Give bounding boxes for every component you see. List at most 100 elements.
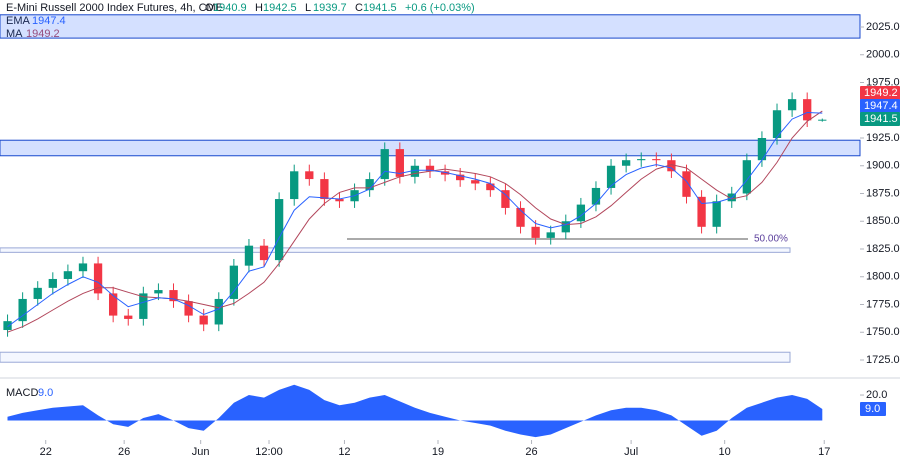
candle-body (244, 245, 254, 266)
candle-body (471, 180, 480, 184)
candle-body (109, 293, 118, 316)
candle-body (78, 263, 88, 272)
ohlc-value: 1941.5 (363, 2, 397, 14)
candle-body (305, 171, 314, 180)
ohlc-value: 1940.9 (213, 2, 247, 14)
ohlc-letter: C (355, 2, 363, 14)
x-tick-label: 12 (338, 446, 350, 457)
y-tick-label: 2000.0 (866, 49, 900, 61)
candle-body (576, 204, 586, 222)
ema-price-label-bg (860, 99, 900, 113)
candle-body (93, 263, 103, 294)
candle-body (33, 287, 42, 299)
zone-band (0, 14, 861, 39)
ema-legend: EMA (6, 15, 31, 27)
candle-body (667, 160, 676, 172)
candle-body (772, 110, 782, 138)
candle-body (546, 232, 555, 238)
change: +0.6 (+0.03%) (405, 2, 475, 14)
zone-box (0, 351, 791, 363)
candle-body (682, 171, 691, 197)
x-tick-label: Jul (624, 446, 638, 457)
candle-body (531, 226, 540, 238)
ohlc-letter: O (205, 2, 214, 14)
candle-body (697, 196, 706, 227)
candle-body (486, 183, 495, 191)
candle-body (395, 149, 404, 177)
candle-body (63, 271, 73, 279)
macd-y-tick-label: 20.0 (866, 389, 887, 401)
y-tick-label: 1775.0 (866, 298, 900, 310)
y-tick-label: 2025.0 (866, 21, 900, 33)
candle-body (274, 199, 284, 261)
ma-legend-value: 1949.2 (26, 28, 60, 40)
candle-body (425, 165, 435, 172)
candle-body (757, 138, 767, 161)
ema-price-label: 1947.4 (864, 100, 898, 112)
x-tick-label: 19 (432, 446, 444, 457)
macd-price-label: 9.0 (865, 403, 880, 415)
candle-body (621, 160, 631, 166)
candle-body (712, 201, 721, 227)
candle-body (48, 278, 57, 288)
y-tick-label: 1925.0 (866, 132, 900, 144)
fib-label: 50.00% (754, 234, 788, 245)
ema-legend-value: 1947.4 (32, 15, 66, 27)
ma-price-label: 1949.2 (864, 87, 898, 99)
candle-body (742, 160, 751, 194)
x-tick-label: 12:00 (255, 446, 283, 457)
x-tick-label: 22 (40, 446, 52, 457)
ohlc-value: 1942.5 (263, 2, 297, 14)
x-tick-label: 26 (525, 446, 537, 457)
candle-body (214, 298, 223, 325)
x-tick-label: 26 (118, 446, 130, 457)
macd-legend-value: 9.0 (38, 387, 53, 399)
candle-body (501, 190, 510, 208)
y-tick-label: 1825.0 (866, 243, 900, 255)
candle-body (290, 171, 299, 200)
candle-body (787, 99, 797, 111)
y-tick-label: 1750.0 (866, 326, 900, 338)
candle-body (139, 293, 148, 319)
ohlc-header: O 1940.9 H 1942.5 L 1939.7 C 1941.5 +0.6 (+0.03%… (205, 2, 475, 14)
close-price-label: 1941.5 (864, 113, 898, 125)
candle-body (259, 245, 269, 261)
ma-legend: MA (6, 28, 23, 40)
y-tick-label: 1800.0 (866, 271, 900, 283)
candle-body (320, 179, 329, 200)
ohlc-value: 1939.7 (313, 2, 347, 14)
candle-body (456, 174, 465, 181)
candle-body (561, 221, 570, 233)
candle-body (606, 165, 616, 188)
x-tick-label: 17 (818, 446, 830, 457)
candle-body (18, 298, 27, 322)
candle-body (637, 159, 646, 161)
candle-body (803, 99, 812, 121)
y-tick-label: 1900.0 (866, 160, 900, 172)
candle-body (440, 171, 450, 175)
y-tick-label: 1850.0 (866, 215, 900, 227)
candle-body (591, 187, 601, 205)
candle-body (380, 149, 389, 180)
candle-body (199, 315, 208, 325)
x-tick-label: Jun (192, 446, 210, 457)
candle-body (365, 179, 374, 191)
zone-band (0, 139, 861, 157)
y-tick-label: 1975.0 (866, 76, 900, 88)
candle-body (335, 199, 344, 202)
candle-body (516, 207, 525, 227)
candle-body (154, 290, 163, 294)
candle-body (184, 301, 193, 316)
ohlc-letter: L (305, 2, 311, 14)
macd-area (7, 384, 823, 438)
ma-price-label-bg (860, 86, 900, 100)
x-tick-label: 10 (719, 446, 731, 457)
y-tick-label: 1725.0 (866, 354, 900, 366)
candle-body (3, 321, 12, 331)
candle-body (169, 290, 178, 302)
candle-body (124, 315, 133, 319)
ema-line (7, 111, 823, 328)
chart-title: E-Mini Russell 2000 Index Futures, 4h, C… (6, 2, 223, 14)
y-tick-label: 1875.0 (866, 187, 900, 199)
